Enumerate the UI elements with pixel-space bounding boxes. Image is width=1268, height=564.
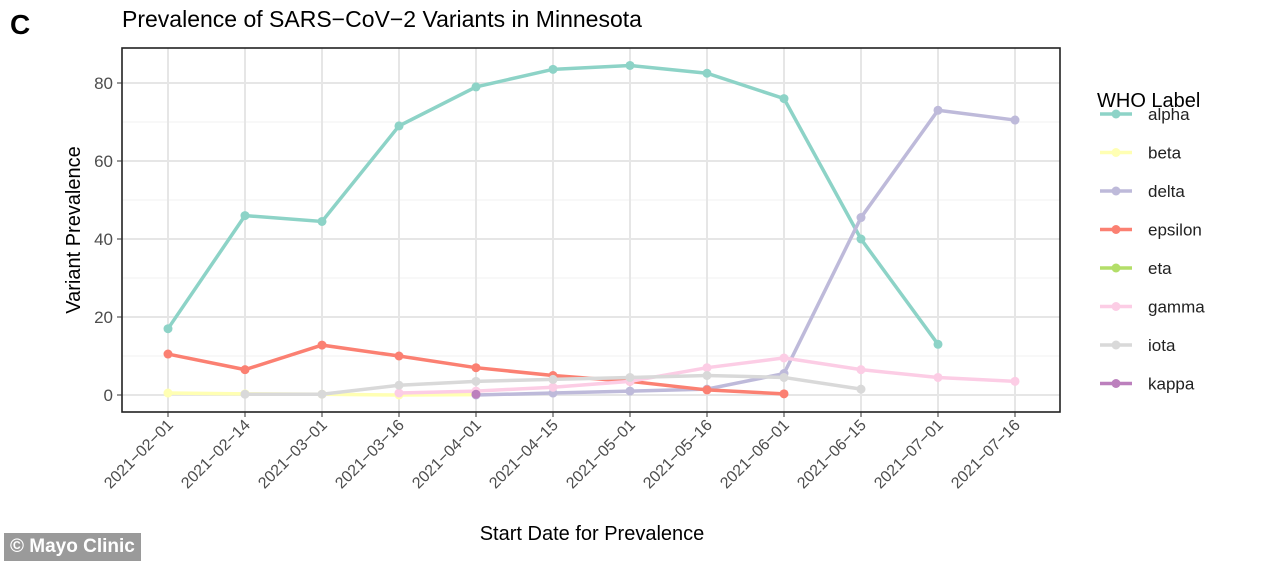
data-point-alpha bbox=[394, 121, 404, 131]
legend-label-beta: beta bbox=[1148, 144, 1182, 163]
x-tick-label: 2021−05−16 bbox=[640, 417, 716, 493]
x-tick-label: 2021−07−16 bbox=[948, 417, 1024, 493]
legend-marker-gamma bbox=[1111, 302, 1121, 311]
y-tick-label: 80 bbox=[94, 74, 113, 93]
y-tick-label: 40 bbox=[94, 230, 113, 249]
y-tick-label: 20 bbox=[94, 308, 113, 327]
y-tick-label: 60 bbox=[94, 152, 113, 171]
data-point-iota bbox=[625, 372, 635, 382]
x-tick-label: 2021−04−01 bbox=[409, 417, 485, 493]
x-tick-label: 2021−03−01 bbox=[255, 417, 331, 493]
data-point-alpha bbox=[240, 211, 250, 221]
data-point-gamma bbox=[1010, 376, 1020, 386]
data-point-alpha bbox=[702, 68, 712, 78]
data-point-iota bbox=[471, 376, 481, 386]
panel-letter: C bbox=[10, 9, 30, 40]
chart-title: Prevalence of SARS−CoV−2 Variants in Min… bbox=[122, 6, 642, 32]
legend-label-gamma: gamma bbox=[1148, 298, 1205, 317]
legend-marker-beta bbox=[1111, 148, 1121, 157]
data-point-gamma bbox=[548, 382, 558, 392]
legend-marker-kappa bbox=[1111, 379, 1121, 388]
x-tick-label: 2021−02−01 bbox=[101, 417, 177, 493]
series-line-delta bbox=[475, 108, 1016, 397]
legend-label-kappa: kappa bbox=[1148, 375, 1195, 394]
legend-marker-eta bbox=[1111, 263, 1121, 273]
x-axis-label: Start Date for Prevalence bbox=[480, 523, 705, 545]
x-tick-label: 2021−03−16 bbox=[332, 417, 408, 493]
legend-marker-alpha bbox=[1111, 109, 1121, 119]
data-point-iota bbox=[394, 380, 404, 390]
legend-label-alpha: alpha bbox=[1148, 105, 1190, 124]
x-tick-label: 2021−06−01 bbox=[717, 417, 793, 493]
y-axis-label: Variant Prevalence bbox=[63, 146, 85, 314]
data-point-kappa bbox=[471, 389, 481, 399]
legend-marker-epsilon bbox=[1111, 225, 1121, 234]
data-point-gamma bbox=[779, 353, 789, 363]
legend-label-eta: eta bbox=[1148, 259, 1172, 278]
data-point-alpha bbox=[317, 216, 327, 226]
data-point-epsilon bbox=[163, 349, 173, 359]
data-point-gamma bbox=[394, 388, 404, 398]
data-point-iota bbox=[779, 372, 789, 382]
x-tick-label: 2021−05−01 bbox=[563, 417, 639, 493]
legend-label-iota: iota bbox=[1148, 336, 1176, 355]
legend-label-delta: delta bbox=[1148, 182, 1185, 201]
data-point-epsilon bbox=[779, 389, 789, 399]
plot-panel-border bbox=[121, 47, 1061, 413]
x-tick-label: 2021−04−15 bbox=[486, 417, 562, 493]
data-point-epsilon bbox=[471, 363, 481, 373]
data-point-alpha bbox=[548, 64, 558, 74]
data-point-iota bbox=[317, 389, 327, 399]
data-point-iota bbox=[856, 384, 866, 394]
data-point-epsilon bbox=[394, 351, 404, 361]
data-point-alpha bbox=[779, 94, 789, 104]
y-tick-label: 0 bbox=[104, 386, 113, 405]
data-point-gamma bbox=[933, 372, 943, 382]
x-tick-label: 2021−02−14 bbox=[178, 417, 254, 493]
data-point-alpha bbox=[625, 60, 635, 70]
legend-marker-iota bbox=[1111, 340, 1121, 350]
legend-marker-delta bbox=[1111, 186, 1121, 196]
data-point-iota bbox=[548, 374, 558, 384]
data-point-epsilon bbox=[702, 385, 712, 395]
data-point-gamma bbox=[856, 365, 866, 375]
legend-label-epsilon: epsilon bbox=[1148, 221, 1202, 240]
data-point-alpha bbox=[163, 324, 173, 334]
x-tick-label: 2021−07−01 bbox=[871, 417, 947, 493]
data-point-beta bbox=[163, 388, 173, 398]
data-point-alpha bbox=[856, 234, 866, 244]
x-tick-label: 2021−06−15 bbox=[794, 417, 870, 493]
data-point-epsilon bbox=[317, 340, 327, 350]
data-point-alpha bbox=[471, 82, 481, 92]
credit-label: © Mayo Clinic bbox=[4, 533, 141, 561]
data-point-iota bbox=[702, 371, 712, 380]
data-point-alpha bbox=[933, 339, 943, 349]
data-point-delta bbox=[1010, 115, 1020, 125]
legend-title: WHO Label bbox=[1097, 90, 1200, 112]
data-point-gamma bbox=[702, 363, 712, 373]
data-point-delta bbox=[625, 386, 635, 396]
data-point-epsilon bbox=[240, 365, 250, 375]
data-point-iota bbox=[240, 389, 250, 399]
data-point-delta bbox=[933, 105, 943, 115]
data-point-delta bbox=[856, 213, 866, 223]
